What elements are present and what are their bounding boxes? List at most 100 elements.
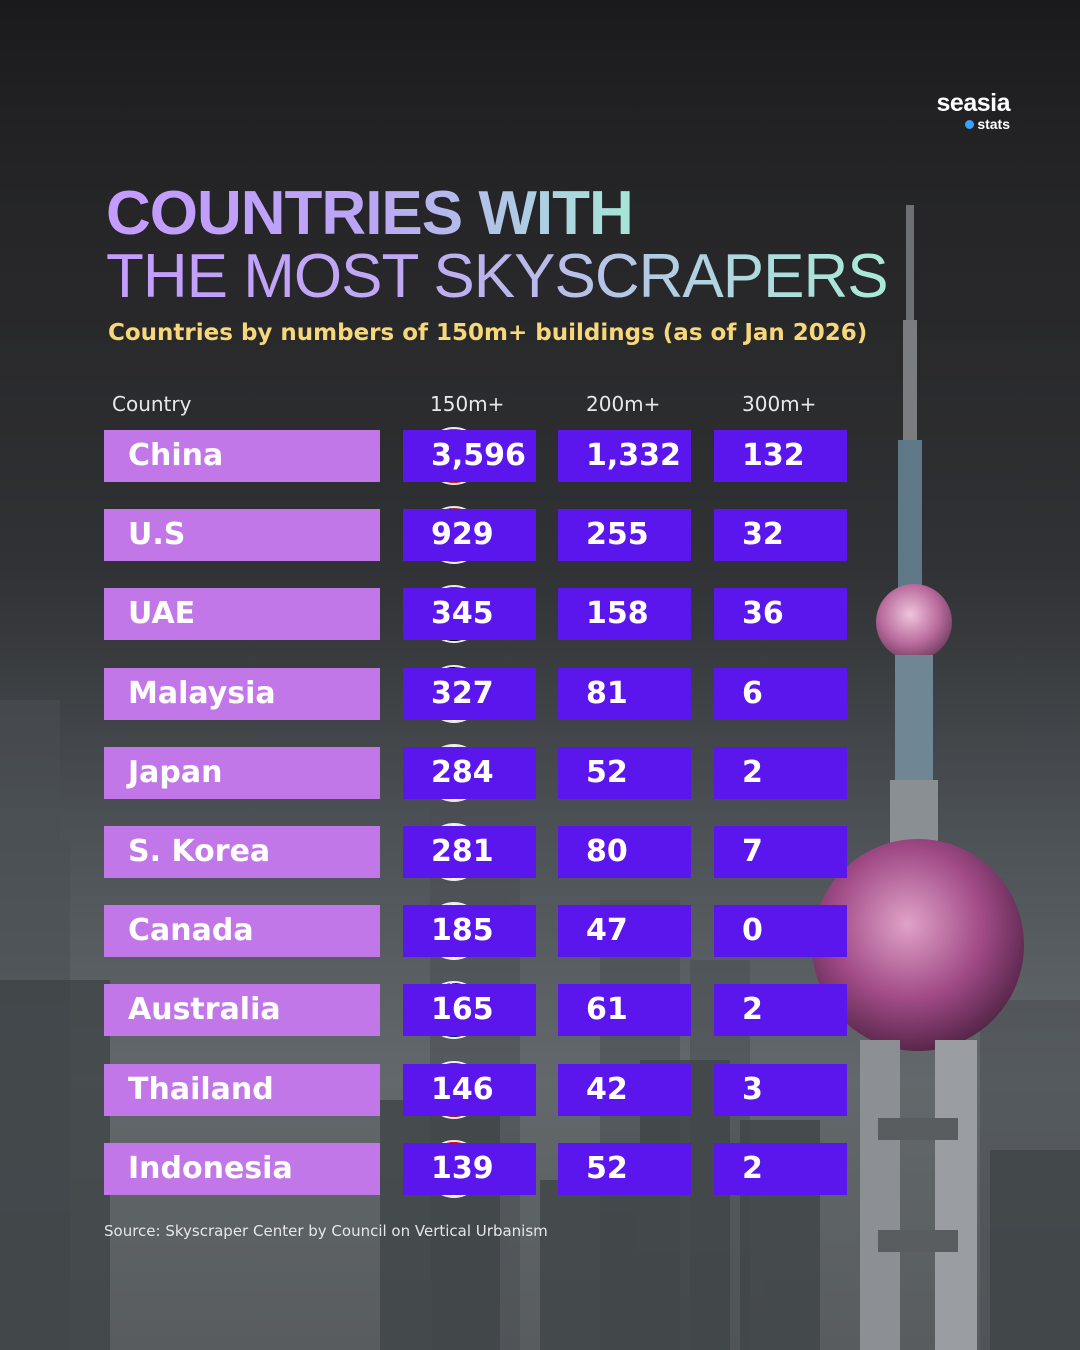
value-cell-150m: 139	[403, 1142, 536, 1195]
value-cell-150m: 185	[403, 905, 536, 958]
value-label-200m: 1,332	[586, 438, 681, 473]
value-cell-300m: 7	[714, 826, 847, 878]
value-label-150m: 281	[431, 834, 494, 869]
value-label-150m: 139	[431, 1150, 494, 1186]
value-cell-200m: 255	[558, 509, 691, 562]
value-cell-150m: 281	[403, 826, 536, 878]
value-cell-300m: 3	[714, 1063, 847, 1116]
value-label-300m: 36	[742, 596, 784, 632]
table-row: China 3,596 1,332 132	[0, 429, 1080, 483]
value-cell-150m: 327	[403, 667, 536, 720]
value-label-150m: 185	[431, 913, 494, 949]
title-line-1: COUNTRIES WITH	[106, 179, 634, 248]
country-label-bar: Thailand	[104, 1062, 481, 1117]
value-label-300m: 6	[742, 675, 763, 711]
country-name: UAE	[128, 596, 196, 632]
value-label-150m: 146	[431, 1071, 494, 1107]
country-label-bar: Canada	[104, 904, 481, 959]
table-row: Australia 165 61 2	[0, 983, 1080, 1038]
value-cell-200m: 42	[558, 1063, 691, 1116]
value-label-150m: 327	[431, 675, 494, 711]
value-cell-200m: 80	[558, 826, 691, 878]
value-cell-300m: 2	[714, 1142, 847, 1195]
value-label-200m: 42	[586, 1071, 628, 1107]
value-label-300m: 2	[742, 754, 763, 790]
value-cell-300m: 0	[714, 905, 847, 958]
country-label-bar: Indonesia	[104, 1141, 481, 1196]
tv-tower-illustration	[812, 205, 1024, 1350]
value-cell-300m: 6	[714, 667, 847, 720]
value-label-300m: 2	[742, 992, 763, 1028]
value-cell-150m: 3,596	[403, 430, 536, 482]
country-label-bar: Malaysia	[104, 666, 481, 721]
column-header-country: Country	[112, 392, 192, 416]
value-cell-300m: 36	[714, 588, 847, 641]
value-cell-300m: 132	[714, 430, 847, 482]
value-cell-200m: 52	[558, 1142, 691, 1195]
value-label-150m: 345	[431, 596, 494, 632]
table-row: Malaysia 327 81 6	[0, 666, 1080, 721]
logo-dot-icon	[965, 120, 975, 129]
country-name: Thailand	[128, 1071, 274, 1107]
value-label-200m: 80	[586, 834, 628, 869]
value-cell-200m: 158	[558, 588, 691, 641]
logo-subtext: stats	[937, 116, 1010, 132]
value-label-200m: 61	[586, 992, 628, 1028]
value-label-300m: 0	[742, 913, 763, 949]
table-row: Canada 185 47 0	[0, 904, 1080, 959]
country-label-bar: UAE	[104, 587, 481, 642]
value-label-200m: 158	[586, 596, 649, 632]
table-row: UAE 345 158 36	[0, 587, 1080, 642]
country-label-bar: S. Korea	[104, 825, 481, 879]
column-header-200m: 200m+	[586, 392, 661, 416]
value-label-300m: 7	[742, 834, 763, 869]
value-label-150m: 165	[431, 992, 494, 1028]
table-row: Thailand 146 42 3	[0, 1062, 1080, 1117]
value-label-300m: 32	[742, 517, 784, 553]
value-label-300m: 132	[742, 438, 805, 473]
country-name: U.S	[128, 517, 186, 553]
logo-sub-label: stats	[977, 116, 1010, 132]
value-label-150m: 929	[431, 517, 494, 553]
value-cell-300m: 32	[714, 509, 847, 562]
table-row: Indonesia 139 52 2	[0, 1141, 1080, 1196]
table-row: U.S 929 255 32	[0, 508, 1080, 563]
country-name: Indonesia	[128, 1150, 293, 1186]
country-label-bar: U.S	[104, 508, 481, 563]
value-cell-200m: 81	[558, 667, 691, 720]
value-cell-150m: 165	[403, 984, 536, 1037]
source-note: Source: Skyscraper Center by Council on …	[104, 1222, 548, 1240]
country-name: Australia	[128, 992, 281, 1028]
value-label-200m: 52	[586, 754, 628, 790]
value-label-150m: 284	[431, 754, 494, 790]
country-name: Malaysia	[128, 675, 276, 711]
logo-wordmark: seasia	[936, 89, 1011, 117]
subtitle: Countries by numbers of 150m+ buildings …	[108, 320, 868, 346]
value-cell-200m: 1,332	[558, 430, 691, 482]
table-row: S. Korea 281 80 7	[0, 825, 1080, 879]
country-label-bar: Australia	[104, 983, 481, 1038]
country-name: Canada	[128, 913, 254, 949]
value-label-150m: 3,596	[431, 438, 526, 473]
value-label-200m: 52	[586, 1150, 628, 1186]
value-cell-150m: 929	[403, 509, 536, 562]
value-cell-150m: 146	[403, 1063, 536, 1116]
country-name: S. Korea	[128, 834, 271, 869]
country-label-bar: China	[104, 429, 481, 483]
column-header-300m: 300m+	[742, 392, 817, 416]
value-label-200m: 81	[586, 675, 628, 711]
value-label-200m: 255	[586, 517, 649, 553]
column-header-150m: 150m+	[430, 392, 505, 416]
value-label-200m: 47	[586, 913, 628, 949]
value-label-300m: 3	[742, 1071, 763, 1107]
value-cell-300m: 2	[714, 746, 847, 799]
value-cell-150m: 284	[403, 746, 536, 799]
value-cell-150m: 345	[403, 588, 536, 641]
value-cell-300m: 2	[714, 984, 847, 1037]
table-row: Japan 284 52 2	[0, 745, 1080, 800]
country-label-bar: Japan	[104, 745, 481, 800]
seasia-stats-logo: seasia stats	[936, 89, 1011, 132]
value-cell-200m: 47	[558, 905, 691, 958]
value-cell-200m: 61	[558, 984, 691, 1037]
